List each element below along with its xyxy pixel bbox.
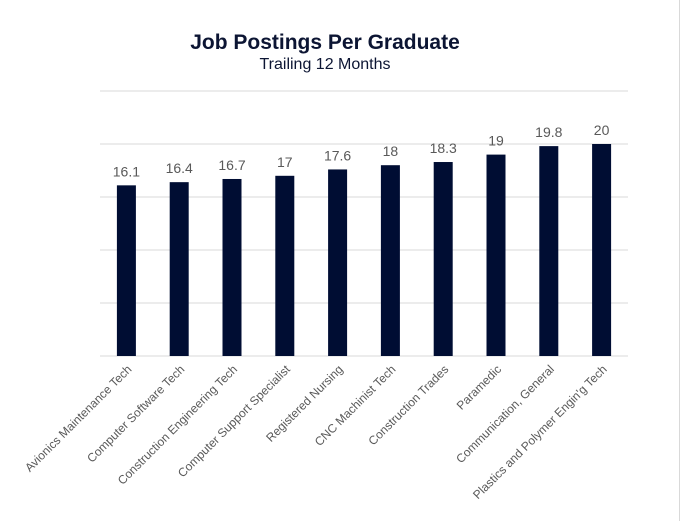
bar [169, 182, 189, 356]
frame-border [679, 0, 680, 521]
category-label: Paramedic [454, 362, 504, 412]
data-label: 18 [383, 143, 399, 159]
bar [539, 146, 559, 356]
data-label: 19.8 [535, 124, 562, 140]
bars [116, 144, 612, 356]
data-label: 19 [488, 133, 504, 149]
value-labels: 16.1 16.4 16.7 17 17.6 18 18.3 19 19.8 20 [113, 122, 610, 179]
chart-subtitle: Trailing 12 Months [259, 56, 391, 73]
data-label: 16.4 [166, 160, 193, 176]
bar [328, 169, 348, 356]
category-label: Computer Software Tech [84, 362, 187, 465]
data-label: 20 [594, 122, 610, 138]
data-label: 18.3 [430, 140, 457, 156]
bar [116, 185, 136, 356]
bar [222, 178, 242, 356]
bar [275, 175, 295, 356]
category-label: Computer Support Specialist [175, 362, 293, 480]
chart-title: Job Postings Per Graduate [190, 31, 460, 54]
data-label: 16.7 [218, 157, 245, 173]
bar [592, 144, 612, 356]
bar [433, 162, 453, 356]
bar [486, 154, 506, 356]
category-label: Communication, General [453, 362, 557, 466]
data-label: 17 [277, 154, 293, 170]
bar [380, 165, 400, 356]
data-label: 16.1 [113, 163, 140, 179]
data-label: 17.6 [324, 147, 351, 163]
category-label: Avionics Maintenance Tech [22, 362, 134, 474]
